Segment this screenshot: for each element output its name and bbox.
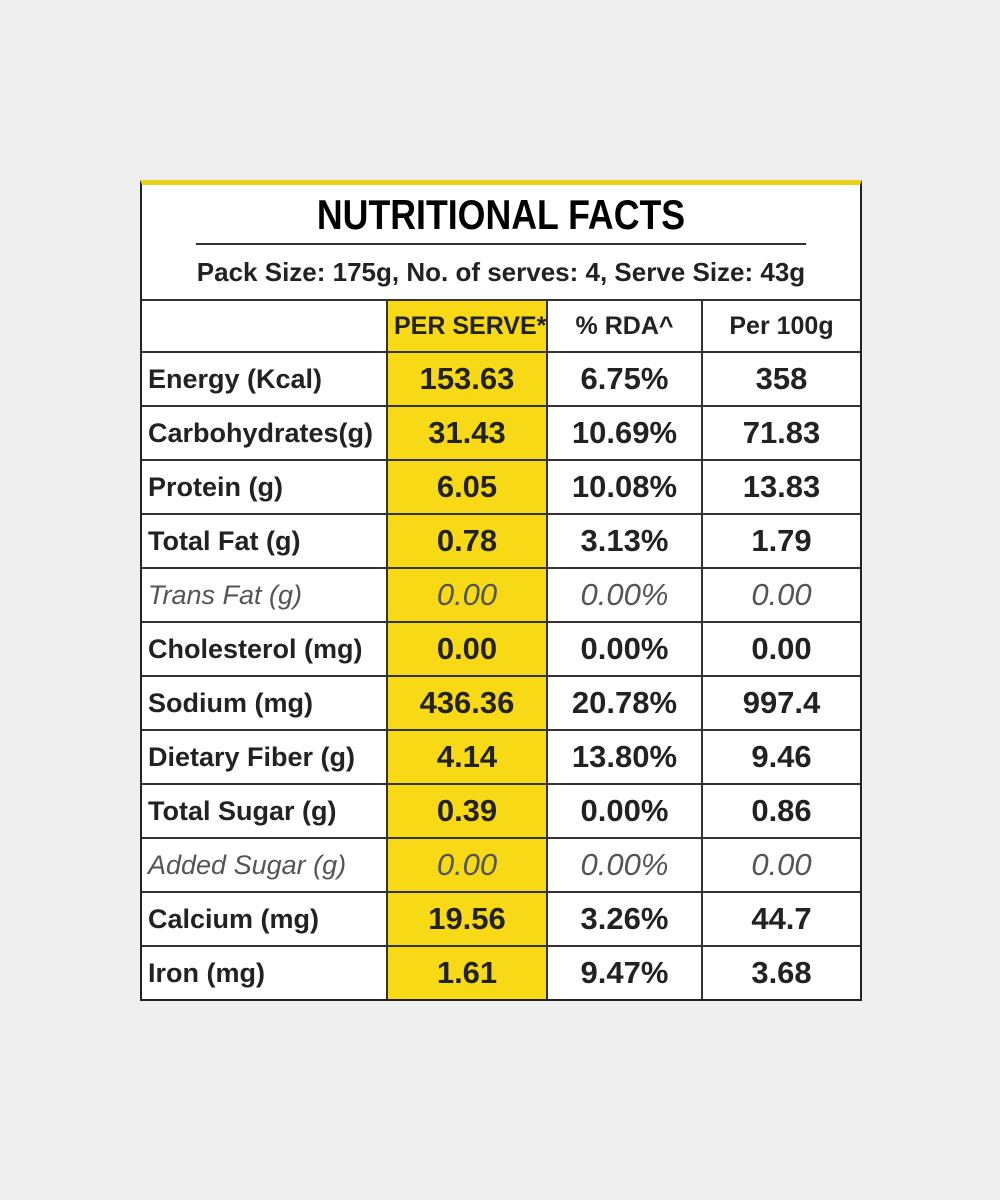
table-row: Total Sugar (g) 0.39 0.00% 0.86 (142, 783, 860, 839)
nutrient-name: Cholesterol (mg) (142, 621, 388, 677)
nutrient-value: 3.68 (701, 945, 860, 999)
nutrient-value: 0.86 (701, 783, 860, 839)
nutrient-value: 1.61 (386, 945, 548, 999)
table-row: Protein (g) 6.05 10.08% 13.83 (142, 459, 860, 515)
table-row: Trans Fat (g) 0.00 0.00% 0.00 (142, 567, 860, 623)
column-header (142, 301, 388, 353)
column-header: Per 100g (701, 301, 860, 353)
nutrient-value: 0.00% (546, 837, 703, 893)
nutrient-value: 4.14 (386, 729, 548, 785)
nutrient-name: Energy (Kcal) (142, 351, 388, 407)
nutrient-value: 10.08% (546, 459, 703, 515)
nutrient-name: Dietary Fiber (g) (142, 729, 388, 785)
nutrient-value: 0.00 (701, 621, 860, 677)
nutrient-name: Total Fat (g) (142, 513, 388, 569)
nutrient-name: Added Sugar (g) (142, 837, 388, 893)
nutrient-value: 13.83 (701, 459, 860, 515)
nutrient-value: 44.7 (701, 891, 860, 947)
table-row: Iron (mg) 1.61 9.47% 3.68 (142, 945, 860, 999)
nutrient-name: Total Sugar (g) (142, 783, 388, 839)
nutrient-value: 71.83 (701, 405, 860, 461)
nutrient-value: 0.00% (546, 621, 703, 677)
nutrient-name: Carbohydrates(g) (142, 405, 388, 461)
column-header: PER SERVE* (386, 301, 548, 353)
nutrient-value: 436.36 (386, 675, 548, 731)
nutrient-value: 997.4 (701, 675, 860, 731)
nutrient-value: 0.78 (386, 513, 548, 569)
nutrient-value: 19.56 (386, 891, 548, 947)
nutrient-value: 0.00% (546, 567, 703, 623)
column-header: % RDA^ (546, 301, 703, 353)
nutrient-name: Calcium (mg) (142, 891, 388, 947)
nutrition-label: NUTRITIONAL FACTS Pack Size: 175g, No. o… (140, 180, 862, 1001)
nutrient-value: 6.05 (386, 459, 548, 515)
nutrient-name: Iron (mg) (142, 945, 388, 999)
nutrient-value: 10.69% (546, 405, 703, 461)
nutrient-value: 0.00 (386, 837, 548, 893)
nutrient-value: 0.00 (386, 621, 548, 677)
table-row: Sodium (mg) 436.36 20.78% 997.4 (142, 675, 860, 731)
nutrient-value: 13.80% (546, 729, 703, 785)
nutrient-value: 3.26% (546, 891, 703, 947)
nutrient-value: 31.43 (386, 405, 548, 461)
nutrient-value: 153.63 (386, 351, 548, 407)
header-row: PER SERVE*% RDA^ Per 100g (142, 301, 860, 353)
table-row: Energy (Kcal) 153.63 6.75% 358 (142, 351, 860, 407)
nutrient-value: 0.00 (701, 837, 860, 893)
table-row: Total Fat (g) 0.78 3.13% 1.79 (142, 513, 860, 569)
nutrient-value: 3.13% (546, 513, 703, 569)
table-row: Cholesterol (mg) 0.00 0.00% 0.00 (142, 621, 860, 677)
nutrient-value: 6.75% (546, 351, 703, 407)
nutrient-name: Trans Fat (g) (142, 567, 388, 623)
nutrient-value: 0.00 (386, 567, 548, 623)
subtitle: Pack Size: 175g, No. of serves: 4, Serve… (142, 245, 860, 301)
nutrient-value: 9.47% (546, 945, 703, 999)
table-row: Carbohydrates(g) 31.43 10.69% 71.83 (142, 405, 860, 461)
nutrient-name: Sodium (mg) (142, 675, 388, 731)
table-row: Dietary Fiber (g) 4.14 13.80% 9.46 (142, 729, 860, 785)
table-row: Added Sugar (g) 0.00 0.00% 0.00 (142, 837, 860, 893)
nutrient-value: 0.00% (546, 783, 703, 839)
table-row: Calcium (mg) 19.56 3.26% 44.7 (142, 891, 860, 947)
nutrition-table: PER SERVE*% RDA^ Per 100g Energy (Kcal) 153… (142, 301, 860, 999)
nutrient-value: 9.46 (701, 729, 860, 785)
nutrient-value: 358 (701, 351, 860, 407)
nutrient-value: 20.78% (546, 675, 703, 731)
nutrient-name: Protein (g) (142, 459, 388, 515)
nutrient-value: 0.39 (386, 783, 548, 839)
nutrient-value: 1.79 (701, 513, 860, 569)
title: NUTRITIONAL FACTS (195, 185, 807, 245)
nutrient-value: 0.00 (701, 567, 860, 623)
